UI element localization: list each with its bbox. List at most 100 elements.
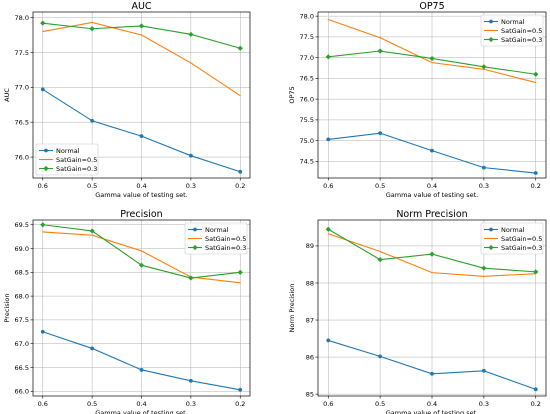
legend-label-2: SatGain=0.3: [501, 36, 542, 44]
data-point: [431, 62, 433, 64]
data-point: [533, 269, 539, 275]
data-point: [379, 250, 381, 253]
data-point: [378, 131, 383, 136]
x-axis-label: Gamma value of testing set.: [386, 409, 479, 414]
data-point: [90, 346, 95, 351]
legend-label-2: SatGain=0.3: [56, 165, 97, 173]
data-point: [431, 272, 433, 274]
data-point: [188, 31, 194, 37]
x-tick-label: 0.5: [375, 400, 385, 408]
data-point: [326, 338, 331, 343]
y-tick-label: 66.5: [15, 364, 29, 372]
data-point: [40, 329, 45, 334]
y-tick-label: 87: [306, 316, 314, 324]
y-tick-label: 76.5: [300, 75, 314, 83]
y-axis-label: Precision: [3, 293, 11, 322]
data-point: [239, 282, 241, 284]
y-tick-label: 68.5: [15, 269, 29, 277]
data-point: [533, 387, 538, 392]
data-point: [40, 20, 46, 26]
data-point: [429, 251, 435, 257]
y-tick-label: 76.0: [300, 95, 314, 103]
x-tick-label: 0.4: [427, 400, 437, 408]
data-point: [378, 354, 383, 359]
y-tick-label: 67.5: [15, 316, 29, 324]
data-point: [483, 275, 485, 277]
data-point: [239, 95, 241, 97]
x-tick-label: 0.6: [38, 400, 48, 408]
chart-title: Norm Precision: [396, 209, 467, 220]
data-point: [379, 37, 381, 39]
y-tick-label: 77.0: [300, 54, 314, 62]
data-point: [90, 118, 95, 123]
y-axis-label: OP75: [288, 86, 296, 103]
y-tick-label: 78.0: [300, 12, 314, 20]
chart-title: OP75: [419, 1, 444, 12]
data-point: [138, 262, 145, 268]
chart-title: AUC: [131, 1, 151, 12]
x-axis-label: Gamma value of testing set.: [95, 409, 188, 414]
y-tick-label: 89: [306, 242, 314, 250]
legend-marker: [489, 227, 493, 232]
x-tick-label: 0.6: [38, 182, 48, 190]
x-tick-label: 0.3: [186, 400, 196, 408]
x-axis-label: Gamma value of testing set.: [386, 191, 479, 199]
y-axis-label: AUC: [3, 88, 11, 102]
x-tick-label: 0.2: [235, 182, 245, 190]
x-tick-label: 0.4: [136, 182, 146, 190]
data-point: [91, 234, 93, 236]
legend-box: [35, 143, 99, 176]
data-point: [89, 228, 95, 234]
x-tick-label: 0.5: [87, 400, 97, 408]
data-point: [140, 34, 143, 36]
x-tick-label: 0.5: [87, 182, 97, 190]
data-point: [89, 26, 95, 32]
data-point: [429, 55, 435, 62]
data-point: [139, 134, 144, 139]
y-tick-label: 66.0: [15, 388, 29, 396]
legend-box: [480, 222, 544, 255]
data-point: [326, 137, 331, 142]
data-point: [533, 171, 538, 175]
y-tick-label: 75.5: [300, 116, 314, 124]
y-tick-label: 74.5: [300, 158, 314, 166]
data-point: [430, 148, 434, 153]
data-point: [237, 269, 243, 275]
data-point: [481, 368, 486, 373]
x-tick-label: 0.2: [235, 400, 245, 408]
x-tick-label: 0.6: [323, 182, 333, 190]
x-tick-label: 0.3: [479, 400, 489, 408]
legend-marker: [488, 244, 494, 251]
data-point: [430, 371, 434, 376]
x-tick-label: 0.2: [531, 182, 541, 190]
data-point: [139, 367, 144, 372]
data-point: [325, 54, 331, 60]
data-point: [325, 226, 331, 232]
legend-marker: [489, 19, 493, 24]
data-point: [535, 81, 537, 84]
y-tick-label: 68.0: [15, 292, 29, 300]
data-point: [327, 233, 329, 235]
chart-panel-2: 0.6 0.5 0.4 0.3 0.2 66.0 66.5 67.0 67.5 68.0 68.5 6…: [3, 209, 251, 414]
legend-marker: [193, 227, 197, 232]
data-point: [237, 45, 243, 51]
data-point: [188, 153, 193, 158]
legend-box: [184, 222, 248, 255]
data-point: [238, 169, 243, 174]
y-tick-label: 76.0: [15, 153, 29, 161]
y-tick-label: 67.0: [15, 340, 29, 348]
data-point: [377, 48, 383, 54]
legend-marker: [44, 148, 48, 153]
data-point: [327, 18, 329, 21]
y-tick-label: 77.5: [15, 49, 29, 57]
legend-label-1: SatGain=0.5: [501, 27, 542, 35]
x-tick-label: 0.6: [323, 400, 333, 408]
data-point: [40, 222, 46, 228]
data-point: [188, 378, 193, 383]
data-point: [377, 257, 383, 263]
y-tick-label: 77.5: [300, 33, 314, 41]
chart-panel-0: 0.6 0.5 0.4 0.3 0.2 76.0 76.5 77.0 77.5 78.0 AUC Ga…: [3, 1, 251, 199]
legend-box: [480, 14, 544, 47]
